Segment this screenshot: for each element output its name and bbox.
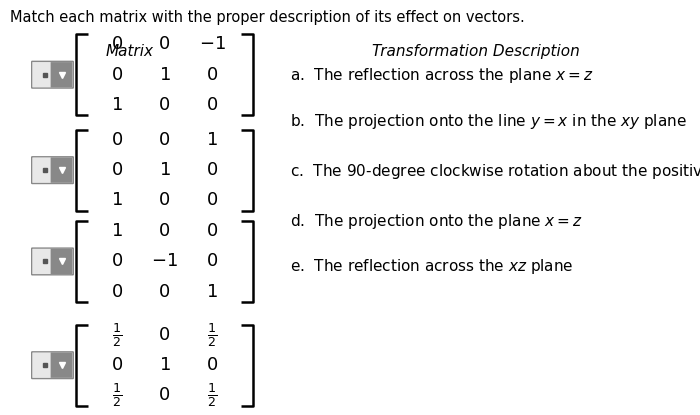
Text: $0$: $0$ xyxy=(158,326,171,344)
Text: $1$: $1$ xyxy=(159,356,170,374)
Text: Matrix: Matrix xyxy=(106,44,153,59)
Text: $1$: $1$ xyxy=(159,66,170,84)
Text: $0$: $0$ xyxy=(111,131,123,149)
Text: $0$: $0$ xyxy=(158,131,171,149)
FancyBboxPatch shape xyxy=(32,249,51,274)
Text: c.  The 90-degree clockwise rotation about the positive $y$ axis: c. The 90-degree clockwise rotation abou… xyxy=(290,162,700,181)
Text: $1$: $1$ xyxy=(111,222,122,240)
Text: $0$: $0$ xyxy=(158,283,171,301)
Text: $0$: $0$ xyxy=(206,96,218,114)
FancyBboxPatch shape xyxy=(50,353,72,378)
Text: $0$: $0$ xyxy=(206,252,218,271)
Text: $\frac{1}{2}$: $\frac{1}{2}$ xyxy=(112,381,122,410)
Text: Transformation Description: Transformation Description xyxy=(372,44,580,59)
FancyBboxPatch shape xyxy=(50,249,72,274)
Text: $1$: $1$ xyxy=(111,191,122,210)
Text: $0$: $0$ xyxy=(158,386,171,405)
Text: $0$: $0$ xyxy=(111,66,123,84)
Text: $1$: $1$ xyxy=(206,283,218,301)
Text: $0$: $0$ xyxy=(206,191,218,210)
Text: $0$: $0$ xyxy=(111,283,123,301)
FancyBboxPatch shape xyxy=(32,352,74,378)
FancyBboxPatch shape xyxy=(32,157,74,183)
Text: $0$: $0$ xyxy=(158,96,171,114)
Text: $0$: $0$ xyxy=(158,222,171,240)
Text: e.  The reflection across the $xz$ plane: e. The reflection across the $xz$ plane xyxy=(290,257,574,276)
Text: Match each matrix with the proper description of its effect on vectors.: Match each matrix with the proper descri… xyxy=(10,10,525,25)
Text: $0$: $0$ xyxy=(206,161,218,179)
FancyBboxPatch shape xyxy=(32,353,51,378)
FancyBboxPatch shape xyxy=(32,158,51,183)
FancyBboxPatch shape xyxy=(32,61,74,88)
Text: $1$: $1$ xyxy=(206,131,218,149)
Text: $0$: $0$ xyxy=(111,356,123,374)
Text: $0$: $0$ xyxy=(111,35,123,54)
Text: $0$: $0$ xyxy=(206,222,218,240)
Text: $1$: $1$ xyxy=(159,161,170,179)
Text: $0$: $0$ xyxy=(111,252,123,271)
Text: $\frac{1}{2}$: $\frac{1}{2}$ xyxy=(207,321,217,349)
Text: $0$: $0$ xyxy=(206,66,218,84)
Text: $0$: $0$ xyxy=(111,161,123,179)
Text: d.  The projection onto the plane $x = z$: d. The projection onto the plane $x = z$ xyxy=(290,212,584,231)
FancyBboxPatch shape xyxy=(50,62,72,87)
FancyBboxPatch shape xyxy=(32,248,74,275)
Text: $0$: $0$ xyxy=(158,191,171,210)
Text: $0$: $0$ xyxy=(158,35,171,54)
Text: b.  The projection onto the line $y = x$ in the $xy$ plane: b. The projection onto the line $y = x$ … xyxy=(290,112,687,131)
Text: ${-1}$: ${-1}$ xyxy=(199,35,225,54)
Text: a.  The reflection across the plane $x = z$: a. The reflection across the plane $x = … xyxy=(290,66,594,85)
Text: ${-1}$: ${-1}$ xyxy=(151,252,178,271)
Text: $\frac{1}{2}$: $\frac{1}{2}$ xyxy=(207,381,217,410)
Text: $0$: $0$ xyxy=(206,356,218,374)
Text: $1$: $1$ xyxy=(111,96,122,114)
FancyBboxPatch shape xyxy=(50,158,72,183)
Text: $\frac{1}{2}$: $\frac{1}{2}$ xyxy=(112,321,122,349)
FancyBboxPatch shape xyxy=(32,62,51,87)
